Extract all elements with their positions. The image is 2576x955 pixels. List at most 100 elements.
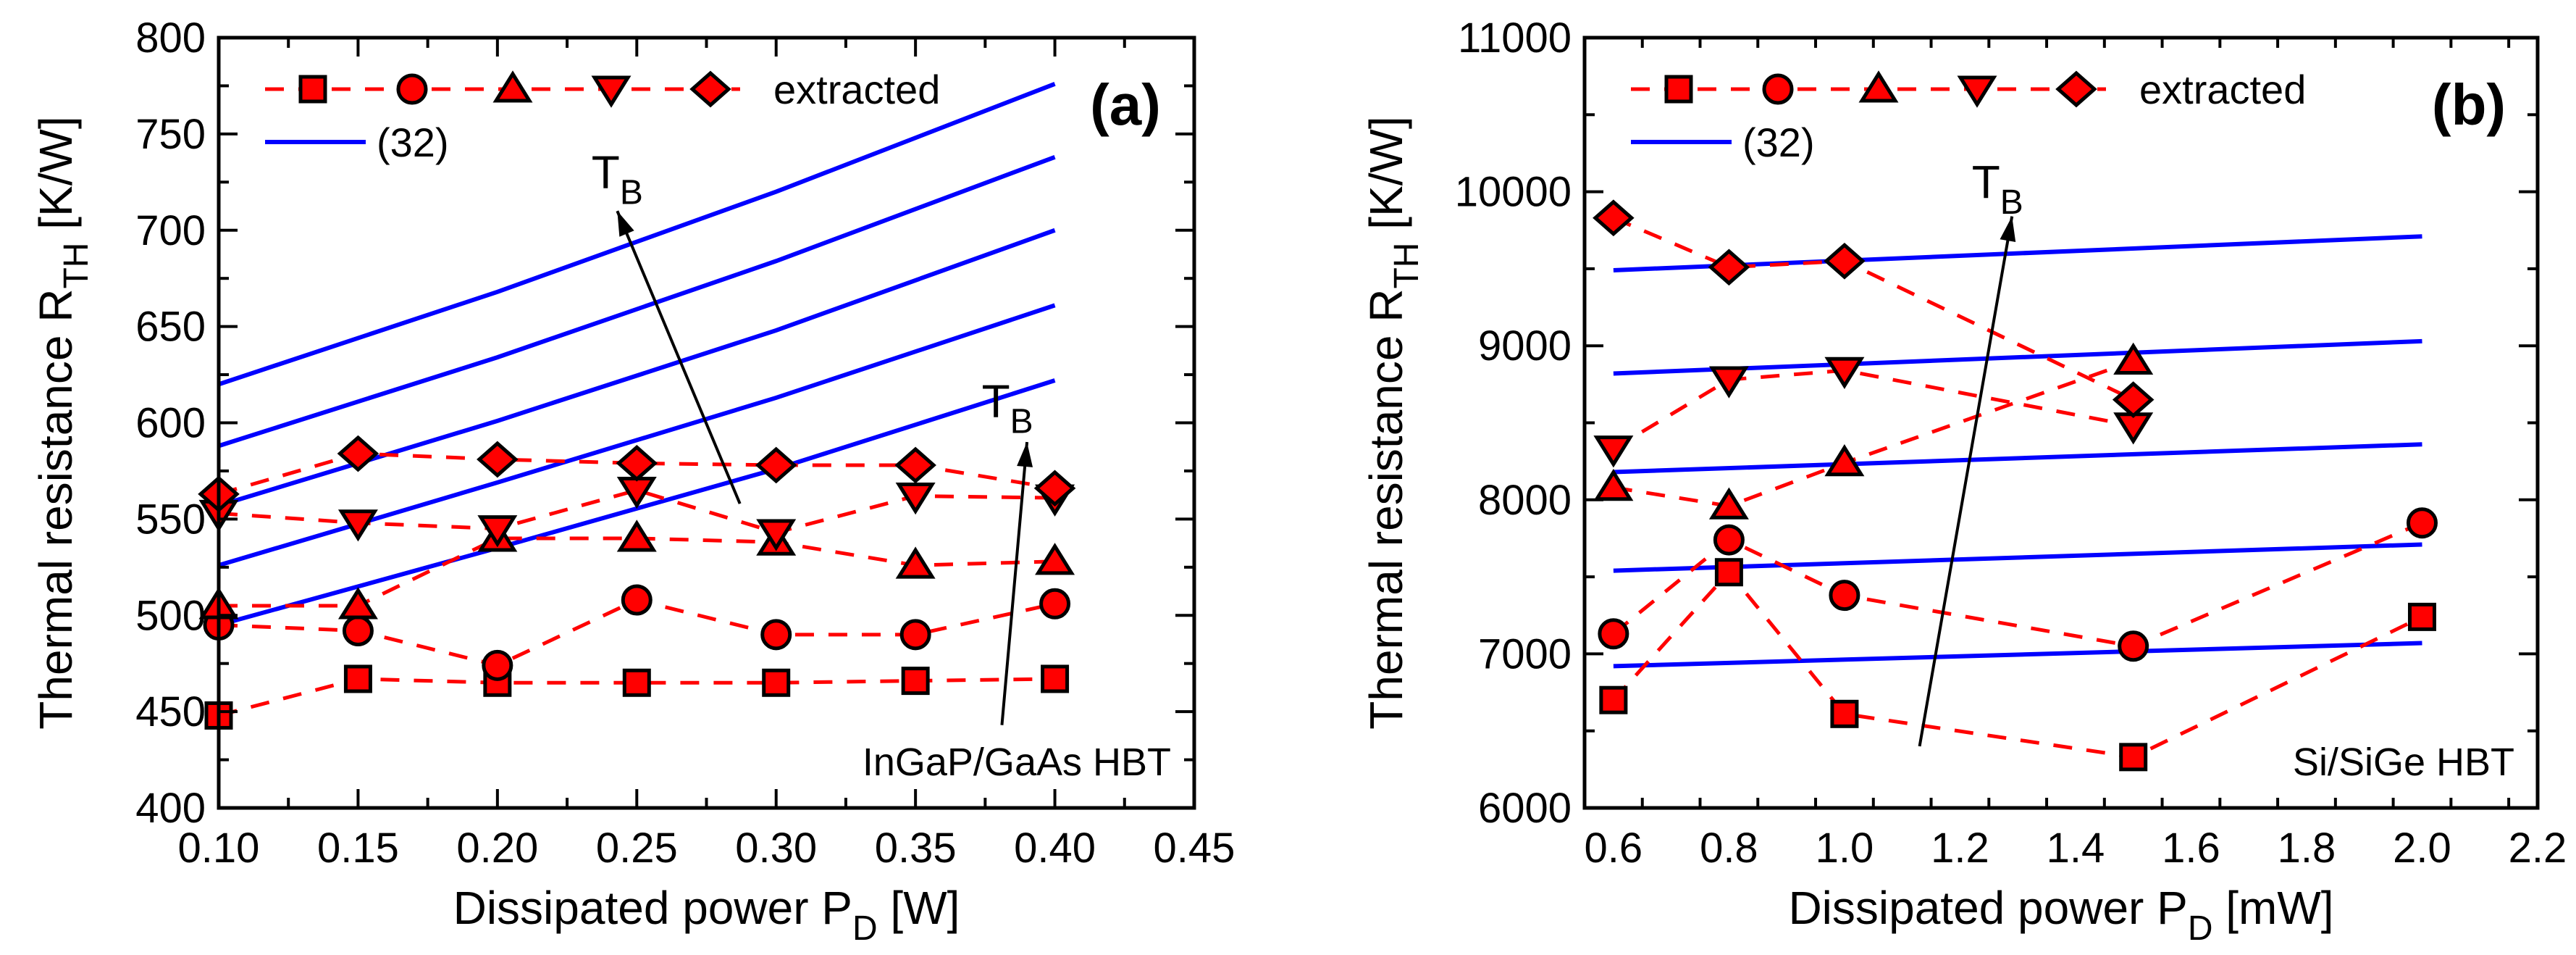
arrowhead-icon (2000, 216, 2016, 243)
model-line-5 (218, 81, 1056, 387)
x-axis-title: Dissipated power PD [mW] (1788, 882, 2333, 948)
data-point-diamond (894, 446, 936, 484)
x-tick-label: 2.0 (2393, 825, 2451, 872)
model-line-2 (1613, 542, 2422, 573)
x-tick-label: 0.25 (596, 825, 678, 872)
y-tick-label: 800 (135, 14, 206, 62)
extracted-line-triangle-down (1612, 368, 2134, 451)
legend-marker-triangle-up (1858, 70, 1899, 103)
legend-marker-square (1664, 75, 1693, 104)
model-line-4 (218, 154, 1056, 449)
x-axis-title-main: Dissipated power P (453, 882, 852, 934)
tb-label-1-main: T (1972, 156, 2000, 208)
data-point-triangle-down (2113, 412, 2154, 445)
data-point-square (762, 668, 791, 697)
y-tick-label: 750 (135, 111, 206, 158)
x-tick-label: 0.6 (1585, 825, 1643, 872)
y-tick-label: 450 (135, 688, 206, 735)
x-axis-title-subscript: D (852, 909, 878, 948)
data-point-triangle-up (337, 587, 378, 620)
data-point-diamond (2112, 381, 2155, 418)
legend-marker-circle (1762, 73, 1794, 105)
extracted-line-triangle-up (1613, 359, 2134, 508)
data-point-circle (1598, 618, 1629, 650)
y-axis-title-subscript: TH (1388, 243, 1426, 289)
panel-label: (a) (1090, 72, 1161, 137)
x-tick-label: 1.8 (2278, 825, 2336, 872)
data-point-circle (899, 619, 931, 651)
x-axis-title-unit: [W] (878, 882, 960, 934)
data-point-circle (2406, 507, 2438, 539)
legend-extracted-label: extracted (773, 67, 940, 112)
y-tick-label: 400 (135, 785, 206, 832)
legend-marker-circle (396, 73, 428, 105)
legend-model-label: (32) (1742, 120, 1815, 165)
data-point-triangle-up (616, 520, 657, 552)
y-tick-label: 8000 (1478, 477, 1572, 524)
data-point-square (1714, 558, 1743, 587)
data-point-diamond (1824, 242, 1866, 280)
extracted-line-diamond (1612, 216, 2134, 401)
data-point-triangle-down (895, 482, 936, 515)
data-point-diamond (477, 441, 519, 478)
data-point-diamond (755, 446, 797, 484)
y-tick-label: 700 (135, 207, 206, 254)
x-tick-label: 0.20 (456, 825, 538, 872)
extracted-line-square (1612, 569, 2423, 759)
data-point-triangle-up (1593, 469, 1634, 501)
x-tick-label: 0.8 (1700, 825, 1758, 872)
tb-label-2: TB (982, 375, 1033, 441)
data-point-square (2407, 602, 2436, 631)
x-axis-title-subscript: D (2188, 909, 2213, 948)
x-axis-title-unit: [mW] (2212, 882, 2333, 934)
data-point-circle (621, 584, 653, 616)
y-axis-title-subscript: TH (57, 243, 96, 289)
data-point-triangle-down (756, 519, 797, 551)
data-point-diamond (1708, 249, 1750, 286)
y-tick-label: 650 (135, 304, 206, 351)
tb-label-1: TB (592, 146, 643, 212)
y-axis-title: Thermal resistance RTH [K/W] (30, 116, 96, 729)
y-tick-label: 11000 (1458, 14, 1572, 62)
legend-marker-square (298, 75, 327, 104)
data-point-circle (760, 619, 792, 651)
data-point-circle (1713, 524, 1745, 556)
data-point-triangle-up (1035, 543, 1075, 575)
legend-marker-diamond (2055, 70, 2097, 108)
x-tick-label: 1.0 (1816, 825, 1874, 872)
legend-extracted-label: extracted (2139, 67, 2306, 112)
data-point-triangle-down (1824, 356, 1865, 389)
tb-arrow-1 (1918, 216, 2014, 747)
data-point-circle (482, 649, 513, 681)
data-point-triangle-up (895, 546, 936, 579)
tb-label-2-main: T (982, 375, 1010, 428)
device-label: InGaP/GaAs HBT (863, 741, 1171, 784)
x-tick-label: 0.30 (735, 825, 817, 872)
legend-marker-triangle-up (492, 70, 533, 103)
data-point-square (901, 667, 930, 696)
x-tick-label: 0.10 (178, 825, 260, 872)
panel-b: TB 0.6 0.8 1.0 1.2 1.4 1.6 1.8 2.0 2.2 6000 7000 800… (1360, 14, 2567, 948)
x-tick-label: 1.2 (1931, 825, 1989, 872)
y-axis-title: Thermal resistance RTH [K/W] (1360, 116, 1426, 729)
data-point-square (1599, 685, 1628, 714)
x-tick-label: 0.40 (1014, 825, 1096, 872)
x-axis-title-main: Dissipated power P (1788, 882, 2187, 934)
data-point-triangle-up (1708, 487, 1749, 520)
panel-label: (b) (2432, 72, 2506, 137)
x-tick-label: 0.15 (317, 825, 399, 872)
x-axis-title: Dissipated power PD [W] (453, 882, 960, 948)
y-tick-label: 9000 (1478, 322, 1572, 370)
data-point-triangle-down (477, 515, 518, 548)
y-tick-label: 6000 (1478, 785, 1572, 832)
data-point-diamond (1033, 470, 1076, 507)
device-label: Si/SiGe HBT (2293, 741, 2514, 784)
x-tick-label: 1.6 (2162, 825, 2220, 872)
x-tick-label: 1.4 (2047, 825, 2105, 872)
tb-arrow-2 (1000, 441, 1029, 725)
tb-label-1-subscript: B (620, 173, 643, 212)
tb-label-1: TB (1972, 156, 2023, 222)
tb-label-1-main: T (592, 146, 620, 198)
